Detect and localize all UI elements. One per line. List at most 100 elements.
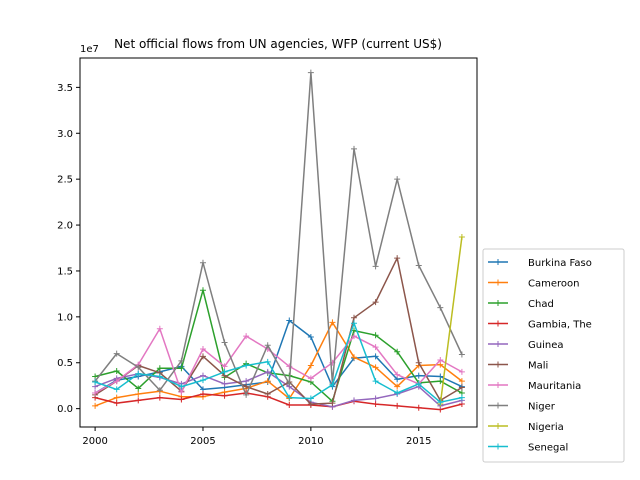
legend-item: Nigeria [488, 422, 564, 433]
data-point [113, 350, 120, 357]
data-point [199, 353, 206, 360]
data-point [307, 69, 314, 76]
data-point [221, 368, 228, 375]
series-line [94, 257, 463, 405]
legend-marker [495, 382, 501, 388]
x-tick-label: 2015 [406, 436, 431, 447]
legend-item: Mali [488, 361, 548, 372]
data-point [394, 371, 401, 378]
legend-item: Chad [488, 299, 554, 310]
data-point [458, 394, 465, 401]
data-point [415, 359, 422, 366]
data-point [286, 363, 293, 370]
data-point [372, 353, 379, 360]
data-point [243, 391, 250, 398]
data-point [286, 394, 293, 401]
y-offset-label: 1e7 [80, 44, 99, 55]
data-point [372, 299, 379, 306]
data-point [113, 378, 120, 385]
data-point [372, 344, 379, 351]
data-point [264, 368, 271, 375]
data-point [394, 348, 401, 355]
series-mali [92, 255, 465, 408]
data-point [329, 381, 336, 388]
data-point [286, 401, 293, 408]
data-point [264, 358, 271, 365]
data-point [264, 342, 271, 349]
data-point [372, 401, 379, 408]
legend-item: Senegal [488, 443, 568, 454]
series-line [94, 321, 463, 407]
data-point [221, 339, 228, 346]
data-point [199, 345, 206, 352]
data-point [243, 333, 250, 340]
legend-marker [495, 423, 501, 429]
data-point [264, 378, 271, 385]
data-point [329, 319, 336, 326]
legend-item: Cameroon [488, 279, 579, 290]
data-point [415, 262, 422, 269]
x-axis: 2000 2005 2010 2015 [82, 427, 431, 447]
legend: Burkina Faso Cameroon Chad Gambia, The Guine… [482, 248, 625, 463]
data-point [92, 402, 99, 409]
y-tick-label: 3.5 [57, 83, 73, 94]
legend-item: Niger [488, 402, 556, 413]
legend-marker [495, 320, 501, 327]
data-point [135, 390, 142, 397]
data-point [351, 314, 358, 321]
data-point [458, 384, 465, 391]
data-point [221, 363, 228, 370]
chart-title: Net official flows from UN agencies, WFP… [114, 37, 442, 51]
y-tick-label: 2.5 [57, 175, 73, 186]
data-point [437, 304, 444, 311]
data-point [199, 287, 206, 294]
legend-marker [495, 361, 501, 368]
data-point [113, 400, 120, 407]
data-point [178, 383, 185, 390]
data-point [458, 378, 465, 385]
y-tick-label: 1.5 [57, 266, 73, 277]
data-point [135, 370, 142, 377]
legend-label: Mali [528, 361, 548, 372]
data-point [372, 263, 379, 270]
legend-marker [495, 402, 501, 409]
y-tick-label: 0.0 [57, 404, 73, 415]
data-point [92, 390, 99, 397]
data-point [243, 362, 250, 369]
data-point [113, 368, 120, 375]
data-point [264, 390, 271, 397]
legend-label: Mauritania [528, 381, 581, 392]
legend-marker [495, 259, 501, 265]
data-point [178, 357, 185, 364]
data-point [156, 394, 163, 401]
x-tick-label: 2005 [190, 436, 215, 447]
data-point [415, 380, 422, 387]
legend-label: Cameroon [528, 279, 579, 290]
data-point [394, 383, 401, 390]
data-point [394, 402, 401, 409]
data-point [307, 401, 314, 408]
legend-label: Burkina Faso [528, 258, 592, 269]
data-point [243, 378, 250, 385]
series-line [439, 236, 463, 405]
data-point [178, 396, 185, 403]
data-point [113, 386, 120, 393]
data-point [307, 362, 314, 369]
data-point [286, 380, 293, 387]
data-point [243, 383, 250, 390]
legend-label: Niger [528, 402, 556, 413]
data-point [437, 399, 444, 406]
data-point [156, 387, 163, 394]
data-point [199, 377, 206, 384]
legend-label: Nigeria [528, 422, 564, 433]
data-point [458, 233, 465, 240]
data-point [135, 397, 142, 404]
legend-item: Gambia, The [488, 320, 592, 331]
series-line [94, 328, 463, 394]
data-point [135, 385, 142, 392]
data-point [394, 255, 401, 262]
x-tick-label: 2010 [298, 436, 323, 447]
data-point [372, 378, 379, 385]
data-point [307, 334, 314, 341]
